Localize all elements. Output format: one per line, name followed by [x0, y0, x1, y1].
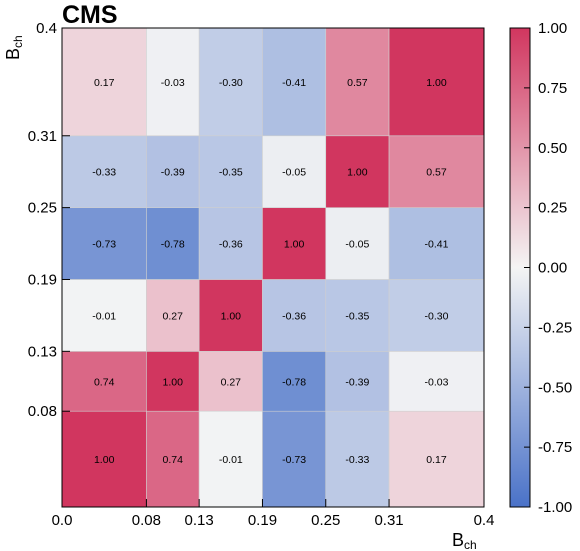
- heatmap-cell: [61, 207, 147, 280]
- heatmap-cell: [262, 351, 327, 412]
- heatmap-cell: [262, 27, 327, 137]
- cell-value-label: -0.01: [219, 454, 243, 466]
- x-tick-label: 0.0: [52, 512, 73, 529]
- cell-value-label: -0.30: [425, 310, 449, 322]
- cell-value-label: 1.00: [347, 167, 368, 179]
- colorbar-tick-label: -0.75: [538, 439, 572, 456]
- cell-value-label: 1.00: [221, 310, 242, 322]
- heatmap-cell: [388, 27, 485, 137]
- y-axis-title-sub: ch: [11, 35, 25, 48]
- cell-value-label: -0.33: [345, 454, 369, 466]
- cell-value-label: 0.17: [426, 454, 447, 466]
- colorbar-tick-label: 0.75: [538, 80, 567, 97]
- colorbar-tick-label: -1.00: [538, 499, 572, 516]
- cell-value-label: -0.39: [345, 376, 369, 388]
- cell-value-label: 0.27: [221, 376, 242, 388]
- heatmap-cell: [61, 135, 147, 208]
- y-axis: 0.08 0.13 0.19 0.25 0.31 0.4: [28, 20, 70, 508]
- heatmap-cell: [325, 135, 390, 208]
- x-axis-title-main: B: [452, 530, 464, 550]
- heatmap-cell: [61, 351, 147, 412]
- y-tick-label: 0.25: [28, 200, 57, 217]
- cell-value-label: -0.05: [345, 239, 369, 251]
- heatmap-cell: [325, 279, 390, 352]
- heatmap-cell: [388, 410, 485, 508]
- x-tick-label: 0.08: [132, 512, 161, 529]
- x-tick-label: 0.19: [248, 512, 277, 529]
- colorbar-tick-label: 0.25: [538, 200, 567, 217]
- heatmap-cell: [198, 279, 263, 352]
- cell-value-label: -0.41: [282, 77, 306, 89]
- cell-value-label: 0.74: [94, 376, 115, 388]
- heatmap-cell: [146, 207, 200, 280]
- colorbar-tick-label: 0.50: [538, 140, 567, 157]
- heatmap-cell: [262, 135, 327, 208]
- x-tick-label: 0.13: [185, 512, 214, 529]
- cell-value-label: 0.17: [94, 77, 115, 89]
- cell-value-label: -0.03: [161, 77, 185, 89]
- heatmap-cell: [262, 279, 327, 352]
- colorbar-tick-label: -0.50: [538, 379, 572, 396]
- heatmap-cell: [146, 351, 200, 412]
- colorbar-axis: 1.00 0.75 0.50 0.25 0.00 -0.25 -0.50 -0.75 -1.00: [524, 20, 572, 516]
- cell-value-label: -0.35: [219, 167, 243, 179]
- cell-value-label: 1.00: [163, 376, 184, 388]
- cell-value-label: -0.30: [219, 77, 243, 89]
- cell-value-label: 1.00: [284, 239, 305, 251]
- heatmap-cell: [388, 351, 485, 412]
- cell-value-label: -0.36: [282, 310, 306, 322]
- heatmap-cell: [388, 279, 485, 352]
- colorbar-tick-label: -0.25: [538, 319, 572, 336]
- heatmap-cell: [262, 410, 327, 508]
- cell-value-label: -0.39: [161, 167, 185, 179]
- heatmap-cell: [198, 351, 263, 412]
- heatmap-cell: [61, 279, 147, 352]
- cell-value-label: -0.36: [219, 239, 243, 251]
- cell-value-label: 0.27: [163, 310, 184, 322]
- x-tick-label: 0.25: [311, 512, 340, 529]
- y-tick-label: 0.4: [36, 20, 57, 37]
- heatmap-cells: [61, 27, 485, 508]
- cell-value-label: -0.78: [282, 376, 306, 388]
- plot-frame: [61, 27, 485, 508]
- cell-value-label: 1.00: [94, 454, 115, 466]
- heatmap-cell: [198, 135, 263, 208]
- heatmap-cell: [146, 410, 200, 508]
- cell-value-label: -0.03: [425, 376, 449, 388]
- heatmap-cell: [61, 410, 147, 508]
- y-axis-title: Bch: [3, 35, 25, 60]
- y-tick-label: 0.13: [28, 343, 57, 360]
- y-tick-label: 0.19: [28, 271, 57, 288]
- x-tick-label: 0.31: [374, 512, 403, 529]
- x-axis-title-sub: ch: [464, 538, 477, 551]
- heatmap-cell: [325, 27, 390, 137]
- cell-value-label: -0.35: [345, 310, 369, 322]
- cell-value-label: -0.73: [282, 454, 306, 466]
- y-tick-label: 0.08: [28, 403, 57, 420]
- colorbar-tick-label: 0.00: [538, 260, 567, 277]
- y-axis-title-main: B: [3, 48, 23, 60]
- cell-value-label: 0.74: [163, 454, 184, 466]
- x-axis: 0.0 0.08 0.13 0.19 0.25 0.31 0.4: [52, 499, 495, 529]
- heatmap-cell: [198, 207, 263, 280]
- cell-value-label: 0.57: [347, 77, 368, 89]
- cell-value-label: -0.33: [92, 167, 116, 179]
- cell-value-label: -0.41: [425, 239, 449, 251]
- heatmap-cell-labels: 1.00 0.74 -0.01 -0.73 -0.33 0.17 0.74 1.00 0.27 -…: [92, 77, 448, 466]
- cell-value-label: -0.01: [92, 310, 116, 322]
- experiment-label: CMS: [62, 1, 118, 29]
- heatmap-cell: [325, 207, 390, 280]
- cell-value-label: -0.78: [161, 239, 185, 251]
- cell-value-label: -0.05: [282, 167, 306, 179]
- x-tick-label: 0.4: [474, 512, 495, 529]
- cell-value-label: 1.00: [426, 77, 447, 89]
- y-tick-label: 0.31: [28, 128, 57, 145]
- colorbar-tick-label: 1.00: [538, 20, 567, 37]
- x-axis-title: Bch: [452, 530, 477, 551]
- heatmap-cell: [325, 410, 390, 508]
- cell-value-label: 0.57: [426, 167, 447, 179]
- cell-value-label: -0.73: [92, 239, 116, 251]
- heatmap-cell: [61, 27, 147, 137]
